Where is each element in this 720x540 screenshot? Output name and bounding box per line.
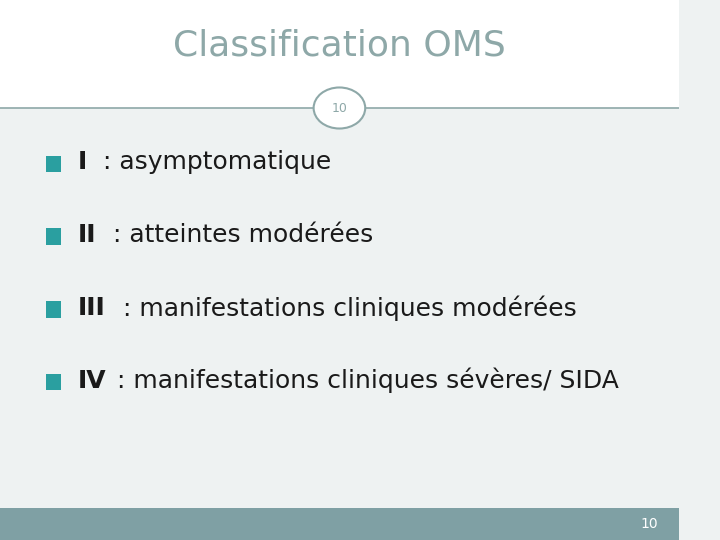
Text: 10: 10: [641, 517, 659, 531]
Text: 10: 10: [331, 102, 347, 114]
Text: II: II: [78, 223, 96, 247]
FancyBboxPatch shape: [46, 301, 61, 318]
Text: III: III: [78, 296, 106, 320]
Text: : atteintes modérées: : atteintes modérées: [105, 223, 374, 247]
FancyBboxPatch shape: [0, 508, 679, 540]
Text: IV: IV: [78, 369, 107, 393]
Text: Classification OMS: Classification OMS: [173, 29, 505, 63]
FancyBboxPatch shape: [46, 374, 61, 390]
Text: : asymptomatique: : asymptomatique: [95, 150, 331, 174]
FancyBboxPatch shape: [46, 156, 61, 172]
FancyBboxPatch shape: [46, 228, 61, 245]
Text: I: I: [78, 150, 87, 174]
Text: : manifestations cliniques sévères/ SIDA: : manifestations cliniques sévères/ SIDA: [109, 368, 618, 394]
Text: : manifestations cliniques modérées: : manifestations cliniques modérées: [115, 295, 577, 321]
Circle shape: [314, 87, 365, 129]
FancyBboxPatch shape: [0, 0, 679, 108]
